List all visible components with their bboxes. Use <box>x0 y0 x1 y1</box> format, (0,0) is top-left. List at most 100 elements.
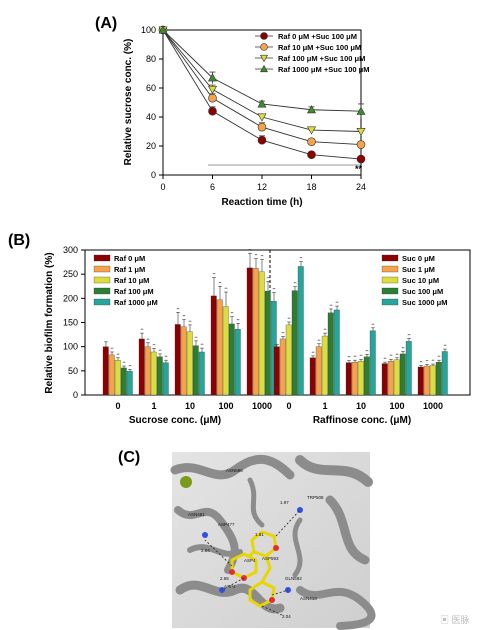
bar-b <box>399 353 406 396</box>
legend-swatch-b <box>381 287 399 295</box>
y-tick-label-a: 60 <box>146 83 156 93</box>
bar-b <box>333 309 340 396</box>
y-axis-title-b: Relative biofilm formation (%) <box>44 252 55 393</box>
bar-b <box>192 345 199 396</box>
distance-label: 2.84 <box>201 548 210 553</box>
residue-label: ASP477 <box>218 522 235 527</box>
legend-marker-a <box>259 64 269 73</box>
bar-b <box>210 295 217 396</box>
significance-mark-b: ** <box>236 317 240 322</box>
protein-ribbons <box>170 454 376 630</box>
legend-label-b: Suc 10 μM <box>402 276 439 285</box>
significance-mark-b: ** <box>152 343 156 348</box>
x-tick-label-a: 18 <box>306 182 316 192</box>
significance-mark-b: ** <box>260 254 264 259</box>
significance-mark-b: ** <box>248 247 252 252</box>
x-tick-label-b: 10 <box>185 401 195 411</box>
legend-label-b: Suc 0 μM <box>402 254 435 263</box>
data-point-a <box>208 106 217 116</box>
bar-b <box>264 290 271 396</box>
legend-marker-a <box>260 32 268 40</box>
panel-a: (A) 0 20 40 60 80 100 0 6 12 18 24 Reaction time … <box>95 15 370 208</box>
legend-label-a: Raf 10 μM +Suc 100 μM <box>278 43 361 52</box>
significance-mark-b: ** <box>272 287 276 292</box>
significance-mark-b: ** <box>164 354 168 359</box>
bar-b <box>345 362 352 396</box>
data-point-a <box>207 73 218 82</box>
bar-b <box>258 271 265 396</box>
y-axis-b: 0 50 100 150 200 250 300 <box>63 245 85 400</box>
legend-swatch-b <box>381 265 399 273</box>
legend-label-b: Raf 100 μM <box>114 287 154 296</box>
legend-label-b: Suc 1 μM <box>402 265 435 274</box>
x-tick-label-b: 1 <box>151 401 156 411</box>
distance-label: 1.97 <box>280 500 289 505</box>
significance-mark-b: ** <box>293 281 297 286</box>
bar-b <box>357 361 364 396</box>
residue-labels: ASN481 ASP477 ASP593 ASP4 GLN592 ASN596 TRP508… <box>188 468 324 619</box>
x-axis-a: 0 6 12 18 24 <box>160 175 366 192</box>
significance-mark-b: ** <box>140 327 144 332</box>
legend-swatch-b <box>381 298 399 306</box>
significance-mark-b: ** <box>299 256 303 261</box>
bar-b <box>144 346 151 396</box>
x-tick-label-a: 6 <box>210 182 215 192</box>
x-tick-label-b: 0 <box>286 401 291 411</box>
significance-mark-b: ** <box>128 363 132 368</box>
legend-label-b: Raf 10 μM <box>114 276 149 285</box>
significance-mark-a: ** <box>355 164 363 174</box>
legend-swatch-b <box>381 276 399 284</box>
legend-swatch-b <box>93 265 111 273</box>
legend-swatch-b <box>93 287 111 295</box>
significance-mark-b: ** <box>365 348 369 353</box>
significance-mark-b: ** <box>218 280 222 285</box>
data-point-a <box>356 154 366 164</box>
data-point-a <box>356 106 366 115</box>
significance-mark-b: ** <box>281 331 285 336</box>
legend-label-b: Suc 1000 μM <box>402 298 447 307</box>
bars-b: ****************************************… <box>102 247 448 396</box>
data-point-a <box>307 137 316 146</box>
bar-b <box>417 366 424 396</box>
bar-b <box>246 267 253 396</box>
x-axis-b: 0 1 10 100 1000 0 1 10 100 1000 <box>115 401 443 411</box>
significance-mark-b: ** <box>419 360 423 365</box>
bar-b <box>150 351 157 396</box>
significance-mark-b: ** <box>230 311 234 316</box>
residue-label: ASP593 <box>262 556 279 561</box>
bar-b <box>234 329 241 396</box>
bar-b <box>108 354 115 396</box>
bar-b <box>186 331 193 396</box>
bar-b <box>327 312 334 396</box>
bar-b <box>222 306 229 396</box>
x-tick-label-b: 100 <box>389 401 404 411</box>
data-point-a <box>306 126 317 135</box>
x-tick-label-b: 0 <box>115 401 120 411</box>
x-tick-label-b: 100 <box>218 401 233 411</box>
significance-mark-b: ** <box>254 253 258 258</box>
panel-a-label: (A) <box>95 15 117 32</box>
data-point-a <box>257 113 267 122</box>
bar-b <box>441 351 448 396</box>
legend-label-a: Raf 100 μM +Suc 100 μM <box>278 54 365 63</box>
legend-swatch-b <box>93 254 111 262</box>
significance-mark-b: ** <box>182 314 186 319</box>
distance-label: 2.65 <box>220 576 229 581</box>
legend-label-b: Suc 100 μM <box>402 287 443 296</box>
data-point-a <box>207 85 218 95</box>
residue-label: ASP4 <box>244 558 256 563</box>
significance-mark-b: ** <box>359 353 363 358</box>
data-point-a <box>208 93 217 103</box>
bar-b <box>162 362 169 396</box>
residue-label: ASN413 <box>300 596 317 601</box>
y-tick-label-b: 0 <box>73 390 78 400</box>
significance-mark-b: ** <box>224 286 228 291</box>
data-point-a <box>306 105 317 114</box>
watermark: ▣ 医脉 <box>440 614 470 625</box>
y-tick-label-a: 0 <box>151 170 156 180</box>
significance-mark-b: ** <box>371 322 375 327</box>
significance-mark-b: ** <box>287 316 291 321</box>
significance-mark-b: ** <box>317 338 321 343</box>
significance-mark-b: ** <box>383 356 387 361</box>
bar-b <box>405 341 412 396</box>
